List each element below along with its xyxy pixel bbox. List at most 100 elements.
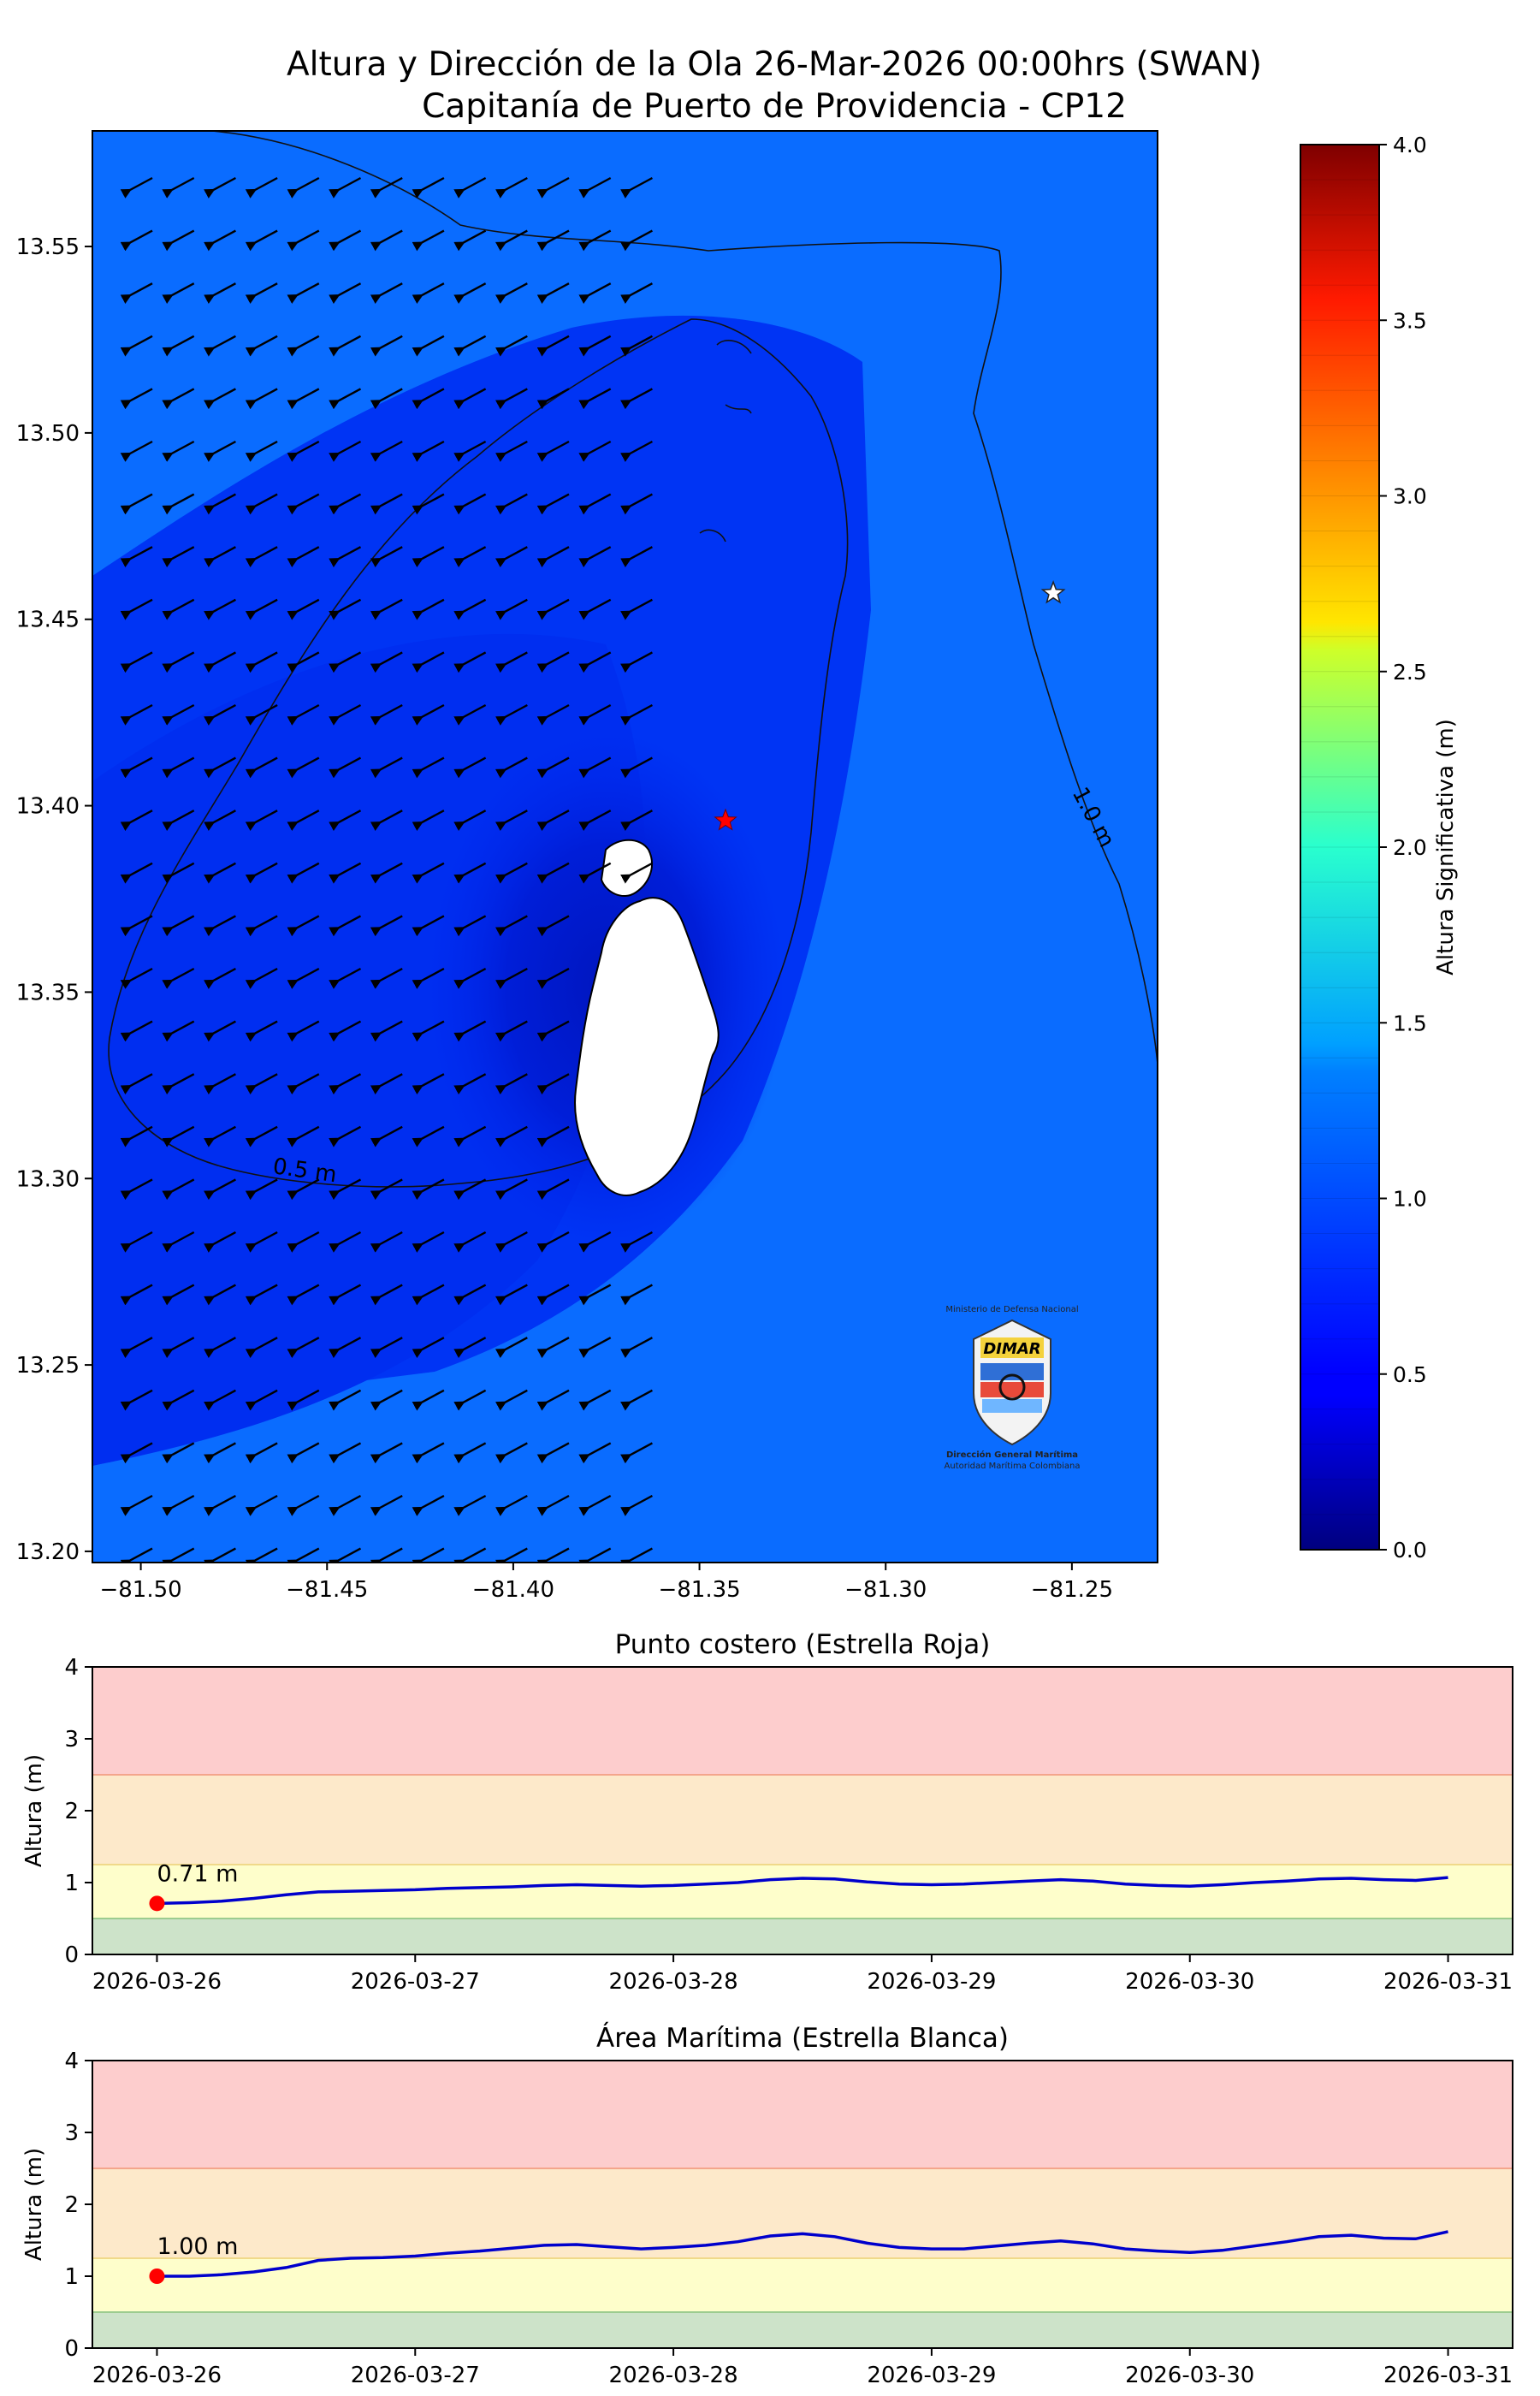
wave-arrow xyxy=(204,1125,236,1148)
wave-arrow xyxy=(120,810,153,832)
wave-arrow xyxy=(204,282,236,305)
wave-arrow xyxy=(495,862,528,884)
wave-arrow xyxy=(453,1442,487,1464)
wave-arrow xyxy=(578,1231,612,1253)
map-canvas: 0.5 m 1.0 m Ministerio de Defensa Nacion… xyxy=(92,131,1158,1563)
wave-arrow xyxy=(287,756,320,779)
wave-arrow xyxy=(536,1337,570,1359)
wave-arrow xyxy=(329,1337,362,1359)
wave-arrow xyxy=(162,1494,195,1516)
wave-arrow xyxy=(453,1231,487,1253)
wave-arrow xyxy=(453,1284,487,1306)
x-tick-label: 2026-03-31 xyxy=(1383,1969,1513,1995)
wave-arrow xyxy=(370,493,403,515)
colorbar-tick-label: 3.0 xyxy=(1393,484,1427,509)
wave-arrow xyxy=(495,1442,528,1464)
wave-arrow xyxy=(329,703,362,726)
wave-height-line xyxy=(157,2230,1448,2278)
wave-arrow xyxy=(370,703,403,726)
wave-arrow xyxy=(120,915,153,937)
contour-0-5-m xyxy=(108,318,849,1188)
wave-arrow xyxy=(287,229,320,252)
wave-arrow xyxy=(412,1494,445,1516)
wave-arrow xyxy=(370,229,403,252)
wave-arrow xyxy=(495,282,528,305)
wave-arrow xyxy=(495,1494,528,1516)
dimar-logo: Ministerio de Defensa Nacional DIMAR Dir… xyxy=(945,1305,1081,1471)
wave-arrow xyxy=(245,1231,278,1253)
wave-arrow xyxy=(370,1073,403,1095)
wave-arrow xyxy=(536,810,570,832)
wave-arrow xyxy=(412,703,445,726)
map-x-tick-label: −81.35 xyxy=(658,1577,740,1603)
wave-arrow xyxy=(287,1494,320,1516)
map-x-tick-label: −81.45 xyxy=(286,1577,368,1603)
x-tick-label: 2026-03-29 xyxy=(867,2363,996,2388)
wave-arrow xyxy=(578,440,612,462)
logo-anchor-mark xyxy=(998,1373,1026,1401)
wave-arrow xyxy=(120,1547,153,1563)
wave-arrow xyxy=(453,282,487,305)
wave-arrow xyxy=(495,176,528,199)
x-tick-label: 2026-03-28 xyxy=(609,2363,738,2388)
wave-arrow xyxy=(245,1178,278,1201)
wave-arrow xyxy=(329,651,362,673)
wave-arrow xyxy=(162,1284,195,1306)
wave-arrow xyxy=(120,335,153,357)
wave-arrow xyxy=(287,598,320,620)
wave-arrow xyxy=(120,1125,153,1148)
wave-arrow xyxy=(412,1073,445,1095)
wave-arrow xyxy=(453,703,487,726)
wave-arrow xyxy=(162,756,195,779)
x-tick-label: 2026-03-30 xyxy=(1125,1969,1254,1995)
wave-arrow xyxy=(287,862,320,884)
wave-arrow xyxy=(245,1020,278,1042)
wave-arrow xyxy=(370,440,403,462)
wave-arrow xyxy=(412,1389,445,1411)
wave-arrow xyxy=(370,756,403,779)
wave-arrow xyxy=(245,282,278,305)
wave-arrow xyxy=(162,1125,195,1148)
wave-arrow xyxy=(495,1337,528,1359)
x-tick-label: 2026-03-27 xyxy=(351,1969,480,1995)
wave-arrow xyxy=(162,1178,195,1201)
wave-arrow xyxy=(578,1337,612,1359)
risk-band xyxy=(92,2168,1513,2258)
current-value-label: 0.71 m xyxy=(157,1860,238,1887)
wave-arrow xyxy=(120,1020,153,1042)
wave-arrow xyxy=(287,651,320,673)
wave-arrow xyxy=(329,229,362,252)
wave-arrow xyxy=(329,967,362,989)
wave-arrow xyxy=(578,1547,612,1563)
wave-arrow xyxy=(453,598,487,620)
wave-arrow xyxy=(204,440,236,462)
colorbar-ticks: 0.0 0.5 1.0 1.5 2.0 2.5 3.0 3.5 4.0 xyxy=(1379,133,1427,1563)
wave-arrow xyxy=(495,598,528,620)
wave-arrow xyxy=(204,388,236,410)
map-y-tick-label: 13.30 xyxy=(16,1166,80,1192)
wave-arrow xyxy=(204,229,236,252)
wave-arrow xyxy=(495,1178,528,1201)
wave-arrow xyxy=(245,1494,278,1516)
wave-arrow xyxy=(578,176,612,199)
map-y-tick-label: 13.20 xyxy=(16,1539,80,1565)
wave-arrow xyxy=(204,1073,236,1095)
wave-arrow xyxy=(495,546,528,568)
wave-arrow xyxy=(120,1389,153,1411)
wave-direction-arrows xyxy=(120,176,653,1563)
wave-arrow xyxy=(162,1442,195,1464)
map-x-tick-label: −81.50 xyxy=(99,1577,181,1603)
wave-arrow xyxy=(287,1284,320,1306)
island-providencia xyxy=(574,897,720,1196)
wave-arrow xyxy=(245,335,278,357)
wave-arrow xyxy=(370,388,403,410)
y-tick-label: 3 xyxy=(64,2120,79,2146)
wave-arrow xyxy=(287,282,320,305)
wave-arrow xyxy=(287,1389,320,1411)
wave-arrow xyxy=(620,651,653,673)
wave-arrow xyxy=(204,1389,236,1411)
wave-arrow xyxy=(329,1125,362,1148)
wave-arrow xyxy=(162,1337,195,1359)
wave-arrow xyxy=(287,703,320,726)
cays-north xyxy=(699,340,752,543)
